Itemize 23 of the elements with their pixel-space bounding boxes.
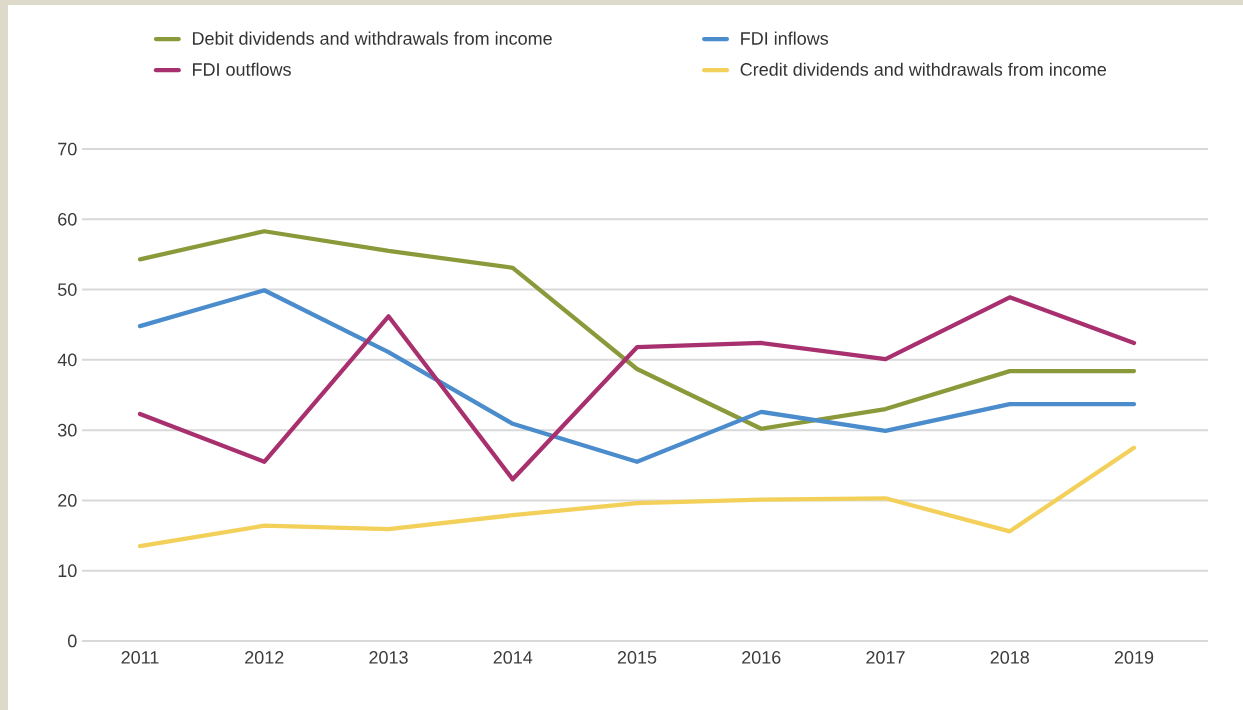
x-tick-label: 2014 xyxy=(493,651,533,664)
x-tick-label: 2011 xyxy=(121,651,159,664)
x-tick-label: 2019 xyxy=(1114,651,1154,664)
legend-label: Credit dividends and withdrawals from income xyxy=(740,62,1107,76)
y-tick-label: 10 xyxy=(58,564,77,578)
line-series xyxy=(137,445,1137,549)
y-tick-label: 50 xyxy=(57,283,77,296)
y-tick-label: 70 xyxy=(58,142,77,156)
y-tick-label: 40 xyxy=(57,353,77,367)
x-tick-label: 2018 xyxy=(990,651,1029,664)
y-tick-label: 60 xyxy=(58,212,77,226)
y-tick-label: 30 xyxy=(57,423,77,437)
y-tick-label: 20 xyxy=(58,494,77,507)
y-tick-label: 0 xyxy=(68,634,77,648)
line-series xyxy=(137,229,1137,431)
legend-label: FDI outflows xyxy=(193,62,291,76)
legend-label: FDI inflows xyxy=(741,31,829,45)
x-tick-label: 2012 xyxy=(245,651,284,664)
legend-label: Debit dividends and withdrawals from income xyxy=(193,31,552,45)
x-tick-label: 2013 xyxy=(369,651,408,664)
x-tick-label: 2015 xyxy=(617,651,657,664)
x-tick-label: 2016 xyxy=(742,651,781,664)
x-tick-label: 2017 xyxy=(866,651,905,664)
